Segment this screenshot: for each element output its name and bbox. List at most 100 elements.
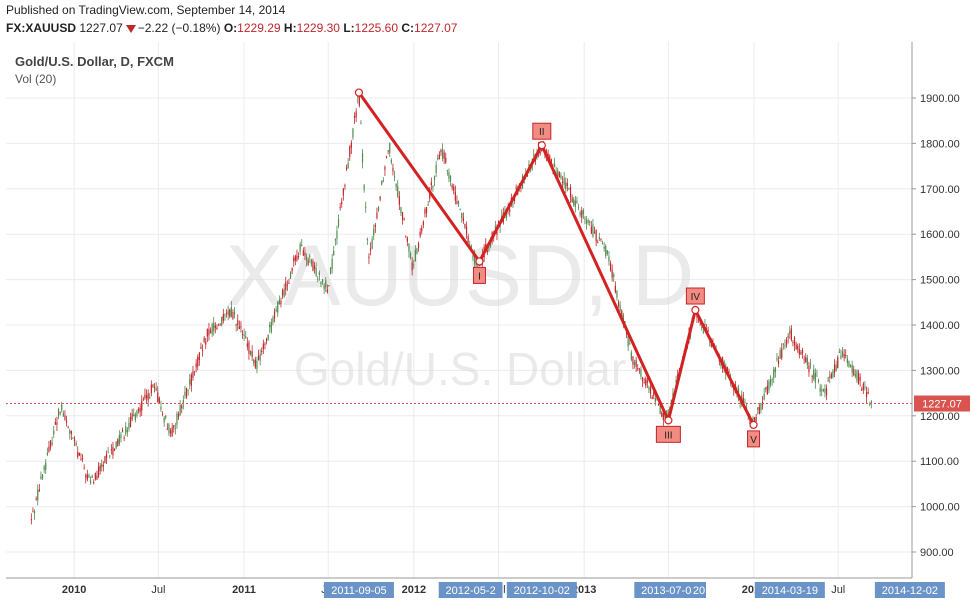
candle-body — [125, 426, 127, 434]
candle-body — [38, 489, 40, 492]
candle — [96, 470, 98, 480]
candle-body — [304, 252, 306, 256]
candle — [387, 149, 389, 155]
candle — [840, 349, 842, 360]
candle — [321, 278, 324, 285]
candle — [630, 350, 632, 362]
candle-body — [560, 175, 562, 179]
candle — [56, 416, 58, 432]
candle-body — [766, 386, 768, 394]
candle-body — [381, 180, 383, 185]
candle — [795, 341, 797, 350]
candle-body — [467, 236, 469, 243]
candle — [825, 384, 828, 401]
candle-body — [342, 188, 344, 196]
date-badge — [323, 582, 394, 598]
candle-body — [88, 475, 90, 478]
date-badge-label: 2013-07-03 — [641, 585, 697, 597]
candle-body — [456, 201, 458, 204]
candle-body — [209, 330, 212, 333]
candle — [816, 369, 818, 377]
candle-body — [301, 245, 303, 247]
candle — [832, 369, 834, 379]
candle-body — [605, 246, 607, 257]
candle-body — [821, 390, 823, 392]
candle — [757, 407, 759, 415]
candle — [217, 323, 220, 327]
symbol[interactable]: FX:XAUUSD — [6, 21, 77, 35]
candle — [782, 343, 784, 350]
price-axis[interactable]: 900.00 1000.00 1100.00 1200.00 1300.00 1400.0… — [911, 42, 972, 578]
candle — [269, 321, 271, 334]
candle-body — [261, 351, 263, 353]
candle-body — [433, 176, 436, 180]
candle — [107, 446, 109, 454]
candle — [134, 412, 136, 423]
date-badge-label: 2012-10-02 — [514, 585, 570, 597]
candle — [80, 453, 82, 461]
candle-body — [595, 229, 597, 242]
candle — [261, 347, 263, 356]
candle-body — [425, 207, 428, 213]
watermark-symbol: XAUUSD, D — [226, 228, 694, 324]
candle-body — [56, 422, 58, 425]
candle-body — [606, 250, 608, 254]
candle-body — [632, 356, 634, 365]
symbol-ohlc-line: FX:XAUUSD 1227.07 −2.22 (−0.18%) O:1229.2… — [6, 21, 457, 35]
candle-body — [139, 407, 141, 413]
candle — [227, 305, 229, 321]
candle-body — [566, 183, 568, 186]
candle-body — [37, 489, 39, 501]
candle — [275, 306, 277, 313]
candle — [61, 401, 63, 413]
candle — [363, 184, 365, 193]
candle — [264, 342, 266, 350]
candle-body — [459, 208, 461, 210]
close-label: C: — [401, 21, 415, 35]
candle-body — [833, 364, 836, 373]
candle — [152, 384, 154, 388]
candle-body — [144, 394, 146, 399]
candle-body — [414, 250, 416, 262]
candle — [51, 436, 53, 446]
candle-body — [368, 256, 370, 259]
candle — [803, 355, 805, 364]
candle — [254, 356, 256, 370]
candle — [317, 275, 319, 283]
candle — [91, 474, 93, 479]
date-badge-partial — [692, 582, 706, 598]
candle-body — [614, 285, 616, 293]
candle — [38, 484, 40, 492]
candle-body — [603, 246, 605, 249]
candle-body — [104, 456, 106, 463]
candle-body — [393, 176, 396, 178]
candle — [869, 401, 871, 407]
candle — [385, 155, 388, 159]
candle-body — [40, 476, 42, 480]
candle-body — [233, 311, 236, 314]
candle — [851, 360, 853, 378]
candle — [313, 261, 316, 274]
candle-body — [107, 452, 109, 454]
candle — [813, 364, 815, 381]
candle-body — [846, 358, 848, 363]
candle — [405, 235, 407, 238]
candle-body — [345, 167, 348, 170]
candle-body — [797, 345, 799, 350]
candle — [53, 425, 55, 439]
candle-body — [376, 212, 378, 219]
candle-body — [158, 398, 160, 404]
candle — [829, 370, 831, 384]
candle — [251, 345, 253, 361]
time-axis[interactable]: 2010Jul2011Jul2012Jul2013Jul2014Jul2011-… — [6, 577, 945, 598]
candle — [867, 387, 869, 395]
candle — [224, 313, 226, 321]
candle-body — [851, 365, 853, 373]
candle-body — [421, 227, 423, 232]
candle — [326, 284, 328, 294]
candle-body — [590, 226, 592, 234]
candle — [801, 347, 804, 359]
candle — [349, 145, 351, 161]
candle-body — [565, 182, 567, 189]
